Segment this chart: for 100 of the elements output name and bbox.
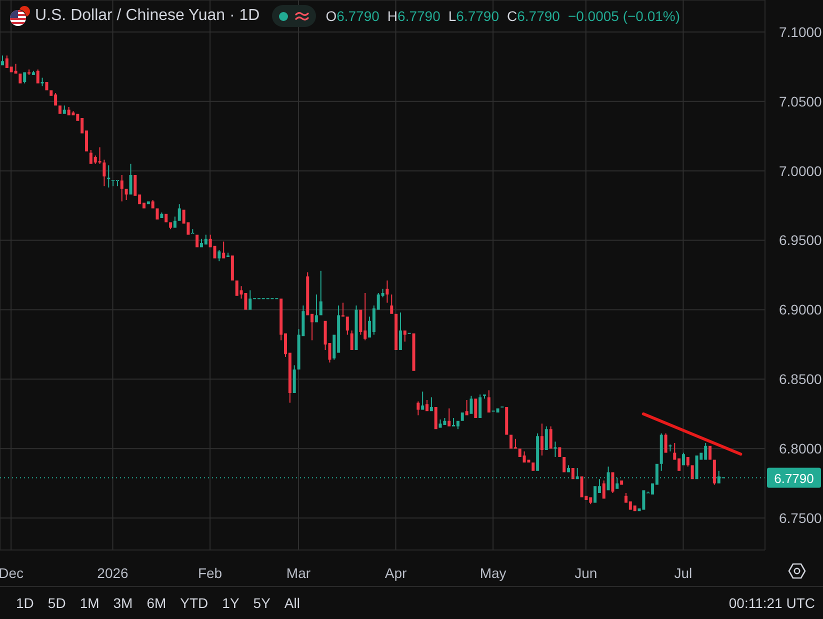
candlestick [178, 204, 181, 221]
candlestick [36, 69, 40, 84]
candlestick [682, 452, 685, 466]
text: 6M [146, 595, 166, 611]
x-tick-label: Dec [0, 564, 24, 581]
candlestick [456, 420, 460, 430]
candlestick [660, 433, 663, 471]
candlestick [314, 294, 318, 322]
candlestick [540, 424, 544, 456]
ref-line-label: 6.7790 [774, 470, 814, 486]
candlestick [28, 69, 31, 75]
x-tick-label: Apr [384, 564, 407, 581]
candlestick [398, 312, 402, 350]
candlestick [549, 426, 552, 449]
candlestick [346, 316, 349, 335]
candlestick [611, 472, 614, 494]
candlestick [474, 398, 478, 418]
candlestick [40, 78, 44, 86]
text: 00:11:21 UTC [728, 594, 815, 613]
candlestick [354, 306, 358, 350]
candlestick [112, 180, 115, 186]
candlestick [18, 74, 22, 84]
candlestick [482, 394, 486, 399]
candlestick [580, 476, 584, 498]
candlestick [394, 314, 398, 350]
x-tick-label: May [480, 564, 506, 581]
annotation: O [326, 8, 337, 24]
candlestick [470, 396, 473, 414]
candlestick [620, 480, 624, 485]
candlestick [430, 397, 433, 412]
text: YTD [180, 595, 208, 611]
candlestick [341, 302, 344, 317]
x-tick-label: 2026 [97, 564, 129, 581]
candlestick [664, 433, 668, 453]
candlestick [478, 394, 482, 418]
candlestick [562, 456, 566, 472]
x-tick-label: Mar [286, 564, 311, 581]
candlestick [708, 446, 712, 460]
candlestick [248, 290, 252, 310]
candlestick [62, 106, 66, 114]
text: 1Y [222, 595, 240, 611]
candlestick [633, 506, 636, 512]
candlestick [510, 434, 513, 449]
candlestick [448, 408, 451, 426]
candlestick [712, 460, 716, 485]
candlestick [602, 480, 606, 499]
candlestick [319, 270, 322, 316]
annotation: 6.7790 [456, 8, 499, 24]
candlestick [292, 365, 296, 394]
candlestick [350, 330, 354, 350]
candlestick [421, 392, 424, 410]
text: All [284, 595, 300, 611]
candlestick [668, 444, 672, 452]
text: 1D [16, 595, 34, 611]
candlestick [416, 401, 420, 416]
candlestick [164, 214, 168, 222]
y-tick-label: 6.7500 [779, 510, 822, 526]
x-tick-label: Jul [674, 564, 692, 581]
candlestick [426, 400, 429, 412]
candlestick [204, 234, 208, 244]
candlestick [452, 418, 456, 426]
candlestick [434, 406, 438, 430]
candlestick [403, 330, 406, 342]
candlestick [230, 256, 234, 281]
candlestick [107, 165, 110, 188]
candlestick [686, 456, 690, 467]
candlestick [146, 201, 150, 204]
candlestick [571, 468, 574, 480]
y-tick-label: 7.1000 [779, 24, 822, 40]
candlestick [191, 229, 194, 234]
candlestick [690, 465, 694, 480]
candlestick [443, 418, 446, 425]
annotation: 6.7790 [336, 8, 380, 24]
text: 3M [113, 595, 133, 611]
y-tick-label: 6.9000 [779, 302, 822, 318]
candlestick [642, 490, 646, 510]
candlestick [129, 164, 132, 194]
candlestick [438, 419, 442, 428]
annotation: L [448, 8, 456, 24]
candlestick [14, 64, 18, 74]
x-tick-label: Feb [198, 564, 222, 581]
candlestick [460, 412, 464, 421]
candlestick [532, 462, 535, 471]
y-tick-label: 7.0500 [779, 93, 822, 110]
y-tick-label: 6.9500 [779, 232, 822, 248]
x-tick-label: Jun [574, 564, 598, 581]
candlestick [102, 160, 106, 186]
candlestick [554, 442, 557, 457]
candlestick [487, 390, 490, 412]
candlestick [169, 222, 172, 230]
text: 5Y [253, 595, 270, 611]
candlestick [23, 72, 26, 84]
candlestick [390, 294, 394, 314]
candlestick [160, 212, 164, 218]
annotation: H [387, 8, 398, 24]
annotation: 6.7790 [517, 8, 560, 24]
text: 5D [48, 595, 66, 611]
candlestick [226, 252, 230, 257]
candlestick [558, 447, 562, 457]
candlestick [567, 465, 570, 472]
